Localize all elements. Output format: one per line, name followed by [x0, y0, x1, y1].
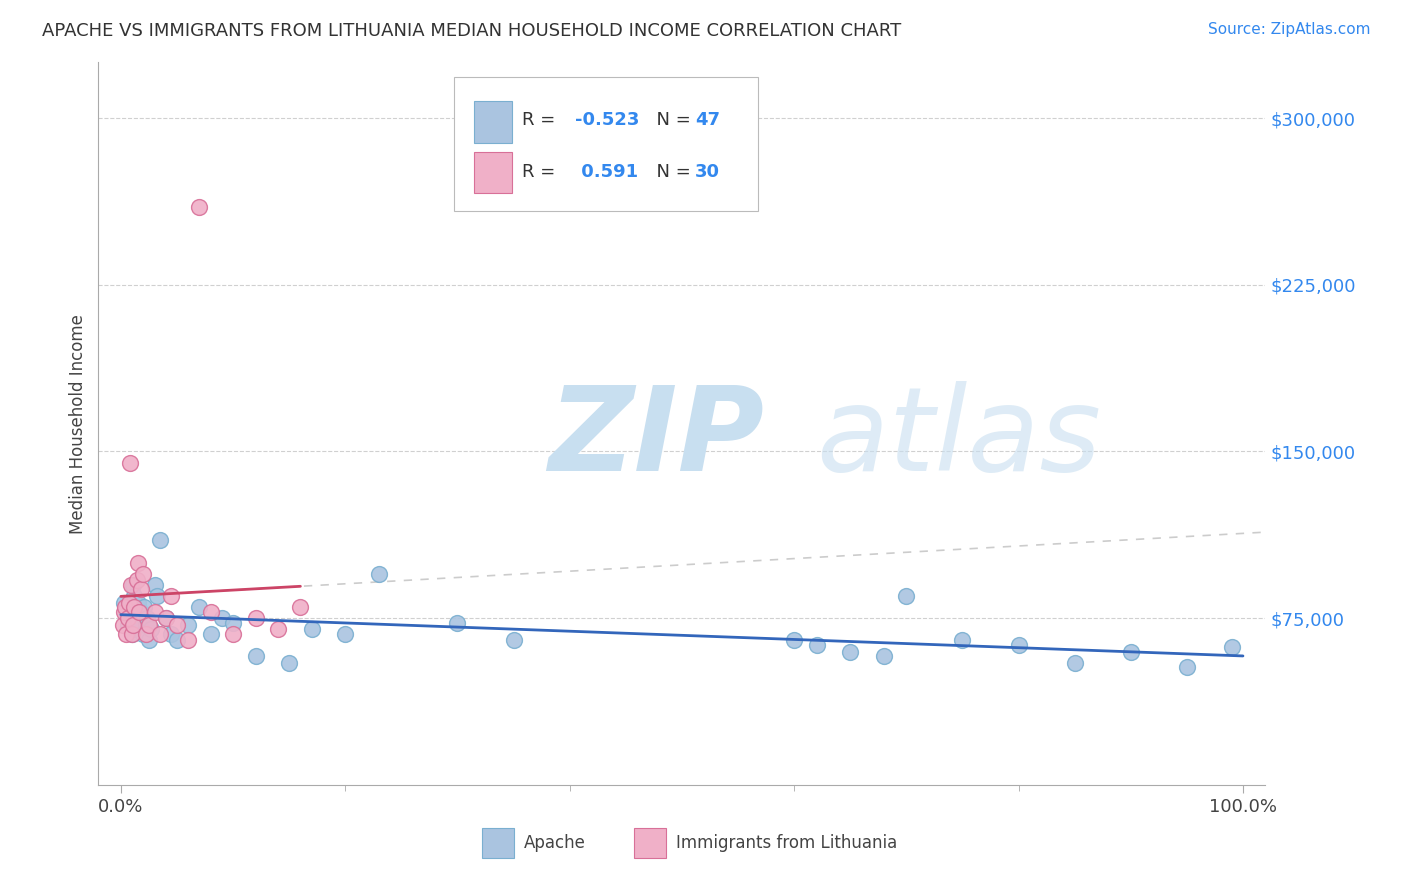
Point [155, 611, 177, 625]
Point [138, 633, 160, 648]
Point [211, 611, 233, 625]
Point [124, 623, 146, 637]
Point [177, 618, 200, 632]
Point [117, 618, 139, 632]
Point [368, 566, 391, 581]
Text: Immigrants from Lithuania: Immigrants from Lithuania [676, 834, 897, 852]
Point [122, 578, 145, 592]
Point [118, 456, 141, 470]
Text: 30: 30 [695, 163, 720, 181]
Text: R =: R = [522, 163, 561, 181]
Text: Apache: Apache [524, 834, 586, 852]
Point [120, 578, 142, 592]
Point [128, 605, 150, 619]
Point [121, 627, 143, 641]
Point [155, 611, 177, 625]
Point [124, 600, 146, 615]
Point [839, 644, 862, 658]
Point [1119, 644, 1142, 658]
Point [135, 611, 157, 625]
Point [121, 611, 143, 625]
Point [200, 627, 222, 641]
Point [149, 533, 172, 548]
Point [112, 605, 135, 619]
Point [1063, 656, 1085, 670]
Point [149, 627, 172, 641]
Point [132, 627, 155, 641]
FancyBboxPatch shape [474, 102, 512, 143]
Point [267, 623, 290, 637]
Point [873, 648, 896, 663]
Point [112, 596, 135, 610]
Text: Source: ZipAtlas.com: Source: ZipAtlas.com [1208, 22, 1371, 37]
Point [114, 600, 136, 615]
Point [134, 600, 156, 615]
Point [896, 589, 918, 603]
Point [127, 556, 149, 570]
Point [122, 618, 145, 632]
FancyBboxPatch shape [474, 152, 512, 194]
Point [952, 633, 974, 648]
Point [200, 605, 222, 619]
Point [138, 618, 160, 632]
Point [222, 627, 245, 641]
Point [121, 627, 143, 641]
Point [143, 578, 166, 592]
Point [222, 615, 245, 630]
Point [160, 589, 183, 603]
Point [1220, 640, 1243, 654]
Y-axis label: Median Household Income: Median Household Income [69, 314, 87, 533]
Point [166, 618, 188, 632]
Point [117, 611, 139, 625]
Text: N =: N = [644, 163, 696, 181]
Point [301, 623, 323, 637]
Point [127, 596, 149, 610]
Point [135, 627, 157, 641]
Text: R =: R = [522, 112, 561, 129]
Text: atlas: atlas [815, 381, 1101, 495]
Point [278, 656, 301, 670]
Point [806, 638, 828, 652]
FancyBboxPatch shape [454, 77, 758, 211]
Point [1007, 638, 1029, 652]
Point [188, 200, 211, 214]
Point [125, 574, 148, 588]
Point [129, 582, 152, 597]
Point [115, 627, 138, 641]
Text: 0.591: 0.591 [575, 163, 638, 181]
Point [143, 605, 166, 619]
Point [166, 633, 188, 648]
Point [446, 615, 468, 630]
Point [118, 596, 141, 610]
Point [177, 633, 200, 648]
Point [115, 605, 138, 619]
Point [188, 600, 211, 615]
Point [245, 648, 267, 663]
Point [783, 633, 806, 648]
Point [118, 600, 141, 615]
Point [129, 605, 152, 619]
Point [1175, 660, 1198, 674]
Text: APACHE VS IMMIGRANTS FROM LITHUANIA MEDIAN HOUSEHOLD INCOME CORRELATION CHART: APACHE VS IMMIGRANTS FROM LITHUANIA MEDI… [42, 22, 901, 40]
Point [124, 589, 146, 603]
Point [128, 615, 150, 630]
Point [502, 633, 524, 648]
Text: N =: N = [644, 112, 696, 129]
Point [146, 589, 169, 603]
Point [335, 627, 357, 641]
Point [245, 611, 267, 625]
Point [112, 618, 135, 632]
Point [160, 627, 183, 641]
Point [141, 623, 163, 637]
Text: ZIP: ZIP [548, 381, 763, 496]
FancyBboxPatch shape [634, 828, 665, 858]
Point [132, 566, 155, 581]
Point [290, 600, 312, 615]
Point [135, 618, 157, 632]
FancyBboxPatch shape [482, 828, 513, 858]
Text: 47: 47 [695, 112, 720, 129]
Text: -0.523: -0.523 [575, 112, 638, 129]
